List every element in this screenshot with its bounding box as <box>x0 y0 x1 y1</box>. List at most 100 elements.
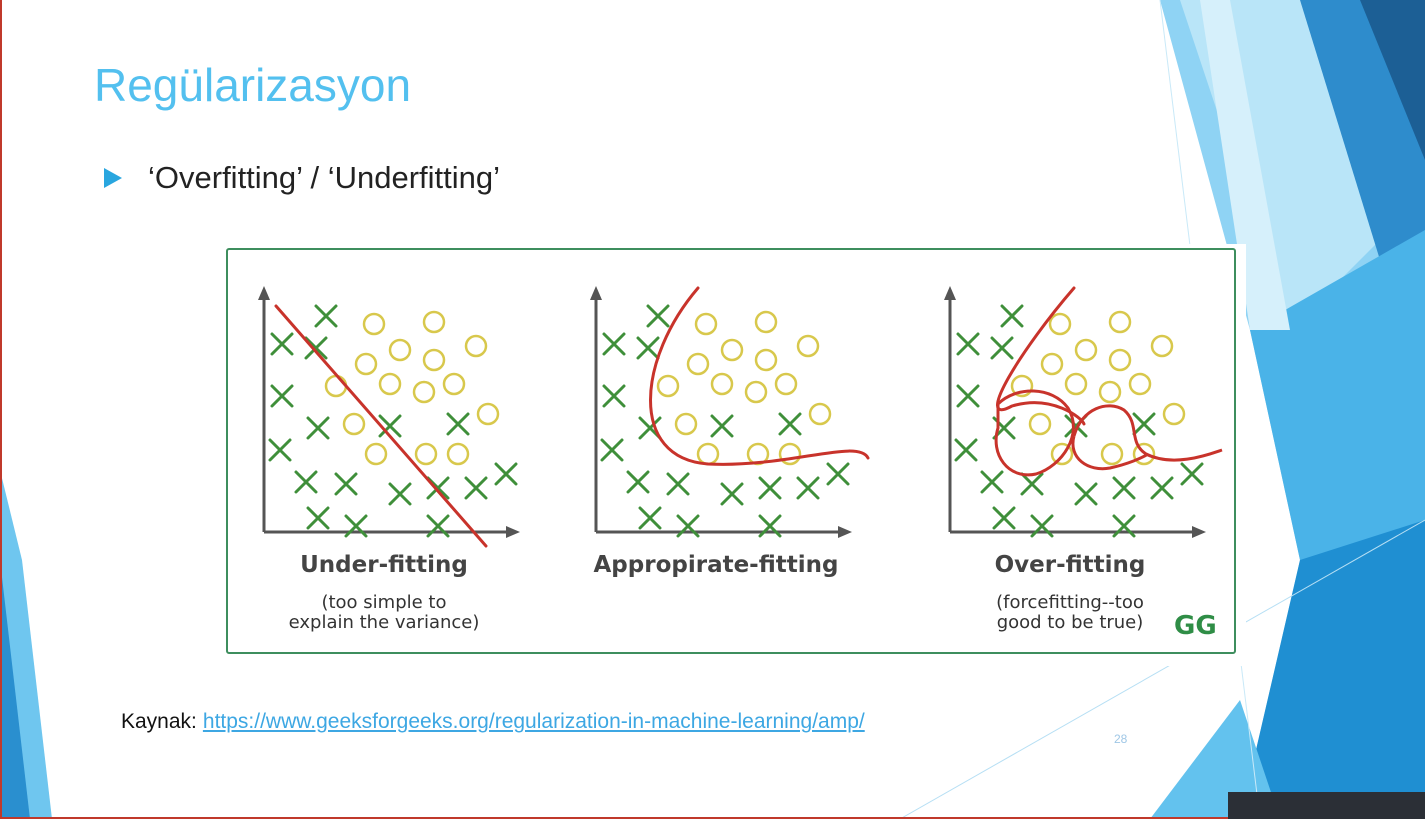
cross-point <box>796 476 820 500</box>
circle-point <box>364 442 388 466</box>
cross-point <box>758 514 782 538</box>
cross-point <box>980 470 1004 494</box>
cross-point <box>666 472 690 496</box>
source-citation: Kaynak: https://www.geeksforgeeks.org/reg… <box>121 708 921 736</box>
circle-point <box>362 312 386 336</box>
cross-point <box>1020 472 1044 496</box>
circle-point <box>1064 372 1088 396</box>
cross-point <box>446 412 470 436</box>
cross-point <box>270 332 294 356</box>
circle-point <box>744 380 768 404</box>
circle-point <box>1150 334 1174 358</box>
cross-point <box>602 384 626 408</box>
cross-point <box>710 414 734 438</box>
cross-point <box>270 384 294 408</box>
cross-point <box>314 304 338 328</box>
circle-point <box>1074 338 1098 362</box>
source-label: Kaynak: <box>121 710 197 733</box>
cross-point <box>344 514 368 538</box>
circle-point <box>378 372 402 396</box>
cross-point <box>638 506 662 530</box>
circle-point <box>342 412 366 436</box>
circle-point <box>1048 312 1072 336</box>
circle-point <box>656 374 680 398</box>
y-axis-arrow <box>258 286 270 300</box>
circle-point <box>1040 352 1064 376</box>
panel-subtitle: good to be true) <box>997 612 1144 633</box>
circle-point <box>412 380 436 404</box>
panel-subtitle: explain the variance) <box>289 612 480 633</box>
circle-point <box>754 348 778 372</box>
circle-point <box>1098 380 1122 404</box>
circle-point <box>476 402 500 426</box>
decision-boundary <box>1072 404 1223 462</box>
cross-point <box>1000 304 1024 328</box>
cross-point <box>306 416 330 440</box>
cross-point <box>334 472 358 496</box>
circle-point <box>696 442 720 466</box>
bottom-bar <box>1228 792 1425 819</box>
cross-point <box>494 462 518 486</box>
circle-point <box>1132 442 1156 466</box>
circle-point <box>414 442 438 466</box>
cross-point <box>992 506 1016 530</box>
source-link[interactable]: https://www.geeksforgeeks.org/regulariza… <box>202 710 865 733</box>
cross-point <box>956 332 980 356</box>
panel-title: Under-fitting <box>300 552 468 578</box>
circle-point <box>422 348 446 372</box>
circle-point <box>778 442 802 466</box>
bullet-text: ‘Overfitting’ / ‘Underfitting’ <box>148 160 501 195</box>
circle-point <box>1108 348 1132 372</box>
circle-point <box>674 412 698 436</box>
cross-point <box>954 438 978 462</box>
circle-point <box>446 442 470 466</box>
cross-point <box>1112 476 1136 500</box>
cross-point <box>676 514 700 538</box>
circle-point <box>1050 442 1074 466</box>
cross-point <box>378 414 402 438</box>
decision-boundary <box>1071 435 1149 471</box>
decision-boundary <box>649 286 870 466</box>
decision-boundary <box>274 304 488 548</box>
y-axis-arrow <box>590 286 602 300</box>
circle-point <box>686 352 710 376</box>
x-axis-arrow <box>506 526 520 538</box>
cross-point <box>1180 462 1204 486</box>
cross-point <box>600 438 624 462</box>
circle-point <box>1010 374 1034 398</box>
cross-point <box>636 336 660 360</box>
cross-point <box>646 304 670 328</box>
circle-point <box>796 334 820 358</box>
bullet-item: ‘Overfitting’ / ‘Underfitting’ <box>104 160 500 196</box>
x-axis-arrow <box>1192 526 1206 538</box>
slide-title: Regülarizasyon <box>94 59 412 111</box>
figure-frame <box>226 248 1236 654</box>
cross-point <box>1132 412 1156 436</box>
circle-point <box>1128 372 1152 396</box>
cross-point <box>626 470 650 494</box>
circle-point <box>354 352 378 376</box>
cross-point <box>990 336 1014 360</box>
decision-boundary <box>994 389 1075 477</box>
cross-point <box>826 462 850 486</box>
cross-point <box>464 476 488 500</box>
cross-point <box>1112 514 1136 538</box>
circle-point <box>442 372 466 396</box>
circle-point <box>754 310 778 334</box>
cross-point <box>720 482 744 506</box>
cross-point <box>304 336 328 360</box>
panel-subtitle: (too simple to <box>321 592 446 613</box>
circle-point <box>774 372 798 396</box>
cross-point <box>426 514 450 538</box>
cross-point <box>294 470 318 494</box>
circle-point <box>1108 310 1132 334</box>
y-axis-arrow <box>944 286 956 300</box>
circle-point <box>710 372 734 396</box>
circle-point <box>422 310 446 334</box>
cross-point <box>1150 476 1174 500</box>
cross-point <box>268 438 292 462</box>
